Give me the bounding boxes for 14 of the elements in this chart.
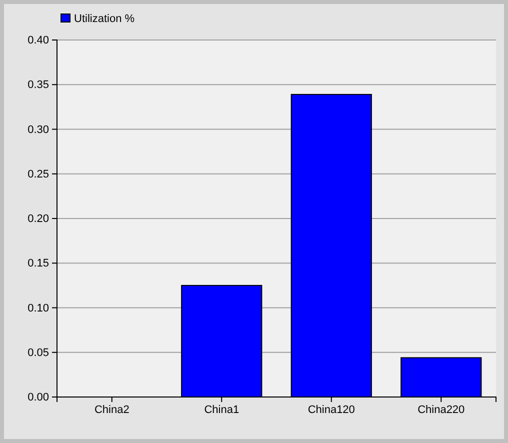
- x-tick-label: China1: [204, 404, 240, 416]
- y-tick-label: 0.00: [28, 392, 49, 404]
- y-tick-label: 0.30: [28, 124, 49, 136]
- y-tick-label: 0.05: [28, 346, 49, 359]
- y-tick-label: 0.20: [28, 213, 49, 226]
- legend-label: Utilization %: [74, 13, 135, 25]
- y-tick-label: 0.35: [28, 79, 49, 92]
- x-tick-label: China2: [94, 404, 130, 416]
- y-tick-label: 0.15: [28, 258, 49, 270]
- x-tick-label: China120: [308, 404, 355, 416]
- y-tick-label: 0.25: [28, 168, 49, 180]
- y-tick-label: 0.10: [28, 302, 49, 314]
- x-tick-label: China220: [418, 404, 465, 416]
- y-tick-label: 0.40: [28, 34, 49, 47]
